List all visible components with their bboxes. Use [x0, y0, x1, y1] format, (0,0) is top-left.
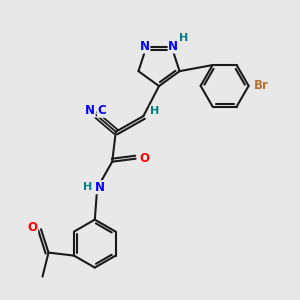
Text: N: N: [85, 104, 95, 117]
Text: O: O: [139, 152, 149, 165]
Text: C: C: [98, 104, 106, 117]
Text: N: N: [94, 181, 105, 194]
Text: N: N: [168, 40, 178, 53]
Text: H: H: [83, 182, 92, 192]
Text: Br: Br: [254, 79, 269, 92]
Text: N: N: [140, 40, 150, 53]
Text: H: H: [150, 106, 159, 116]
Text: H: H: [179, 33, 188, 43]
Text: O: O: [28, 221, 38, 234]
